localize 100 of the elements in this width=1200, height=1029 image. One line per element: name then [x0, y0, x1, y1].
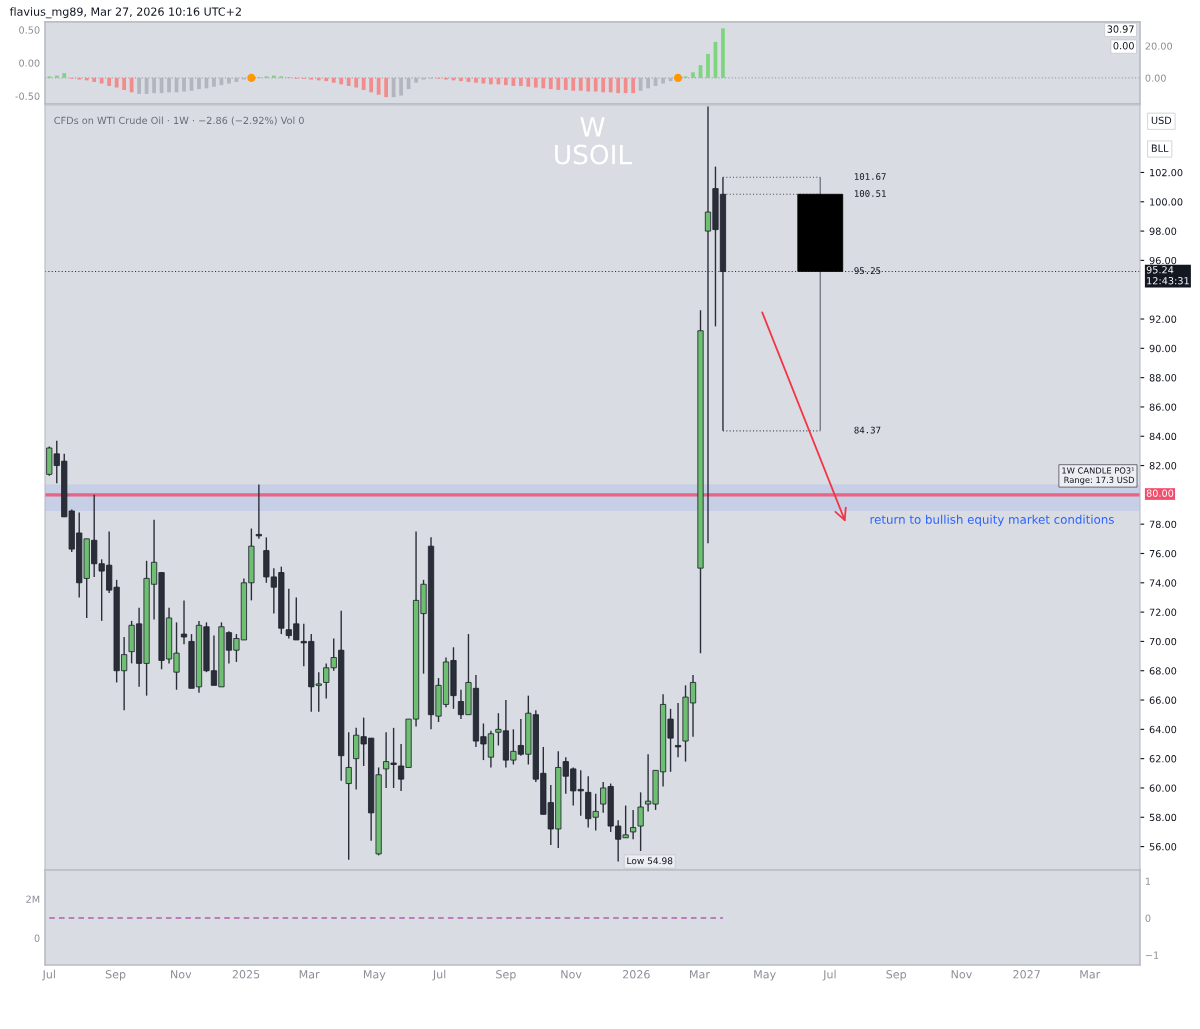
- x-tick-label: Jul: [42, 969, 55, 981]
- y-tick-label: 90.00: [1149, 344, 1177, 353]
- annotation: 30.97: [1107, 25, 1134, 33]
- y-tick-label: 72.00: [1149, 608, 1177, 616]
- x-tick-label: May: [363, 970, 386, 981]
- bar: [62, 73, 67, 78]
- bar: [631, 77, 636, 94]
- bar: [331, 77, 336, 83]
- bar: [504, 77, 508, 86]
- candlestick: [255, 483, 262, 540]
- y-tick-label: 76.00: [1149, 549, 1177, 558]
- bar: [661, 77, 665, 84]
- bar: [197, 77, 201, 90]
- text: 95.25: [854, 267, 881, 275]
- bar: [212, 77, 216, 87]
- bar: [571, 77, 576, 91]
- bar: [384, 77, 388, 98]
- candlestick: [674, 702, 682, 758]
- y-tick-label: 0: [34, 934, 40, 942]
- bar: [99, 77, 104, 84]
- x-tick-label: Sep: [496, 970, 516, 981]
- x-tick-label: 2025: [232, 970, 260, 979]
- bar: [601, 77, 606, 93]
- y-tick-label: 74.00: [1149, 579, 1177, 587]
- y-tick-label: 86.00: [1149, 403, 1177, 411]
- bar: [518, 77, 523, 86]
- bar: [361, 77, 366, 90]
- text: BLL: [1151, 144, 1169, 152]
- y-tick-label: 102.00: [1150, 168, 1183, 177]
- bar: [346, 77, 351, 86]
- ref-line-label: 80.00: [1146, 489, 1174, 497]
- bar: [399, 77, 403, 96]
- y-tick-label: 68.00: [1149, 667, 1177, 675]
- bar: [92, 77, 97, 82]
- bar: [414, 77, 418, 83]
- y-tick-label: 70.00: [1149, 637, 1177, 646]
- y-tick-label: 66.00: [1149, 696, 1177, 704]
- y-tick-label: 2M: [26, 895, 40, 903]
- x-tick-label: Mar: [299, 970, 320, 979]
- y-tick-label: 98.00: [1149, 227, 1177, 235]
- candlestick: [180, 599, 188, 646]
- x-tick-label: Jul: [432, 969, 446, 981]
- bar: [511, 77, 516, 86]
- y-tick-label: 64.00: [1149, 725, 1177, 734]
- bar: [227, 77, 231, 84]
- x-tick-label: Mar: [690, 970, 710, 979]
- bar: [114, 77, 119, 88]
- y2-tick-label: −1: [1145, 951, 1159, 959]
- bar: [616, 77, 621, 94]
- bar: [489, 77, 493, 85]
- y-tick-label: 0.00: [19, 59, 40, 67]
- chart-title: flavius_mg89, Mar 27, 2026 10:16 UTC+2: [9, 7, 241, 19]
- bar: [526, 77, 531, 87]
- y-tick-label: 92.00: [1149, 315, 1177, 323]
- bar: [556, 77, 561, 90]
- y-tick-label: 62.00: [1149, 755, 1177, 763]
- bar: [354, 77, 359, 88]
- x-tick-label: Nov: [171, 970, 192, 979]
- annotation: 0.00: [1113, 42, 1134, 50]
- text: 100.51: [854, 190, 886, 197]
- x-tick-label: 2027: [1013, 970, 1040, 979]
- candlestick: [637, 791, 644, 852]
- y-tick-label: -0.50: [15, 92, 40, 100]
- bar: [137, 77, 141, 94]
- y-tick-label: 100.00: [1150, 198, 1183, 206]
- bar: [646, 77, 650, 89]
- bar: [122, 77, 126, 90]
- x-tick-label: Jul: [822, 969, 836, 981]
- y-tick-label: 0.50: [19, 26, 40, 34]
- bar: [324, 77, 329, 82]
- y-tick-label: 88.00: [1149, 374, 1177, 382]
- x-tick-label: Mar: [1080, 970, 1101, 979]
- text: 84.37: [854, 426, 881, 434]
- bar: [541, 77, 546, 89]
- bar: [182, 77, 186, 92]
- bar: [706, 53, 710, 78]
- y-tick-label: 82.00: [1149, 462, 1177, 470]
- y-tick-label: 84.00: [1149, 432, 1177, 441]
- x-tick-label: May: [754, 970, 776, 981]
- bar: [563, 77, 568, 90]
- annotation: Low 54.98: [627, 857, 673, 865]
- x-tick-label: 2026: [623, 970, 650, 979]
- bar: [107, 77, 112, 86]
- bar: [608, 77, 613, 93]
- x-tick-label: Nov: [951, 970, 972, 979]
- bar: [548, 77, 553, 90]
- y-tick-label: 58.00: [1149, 813, 1177, 822]
- ref-line-label: 95.24 12:43:31: [1146, 266, 1189, 285]
- bar: [578, 77, 583, 91]
- band-label: 1W CANDLE PO3¹ Range: 17.3 USD: [1062, 467, 1135, 485]
- bar: [167, 77, 171, 93]
- annotation: return to bullish equity market conditions: [870, 514, 1114, 527]
- bar: [593, 77, 598, 92]
- y-tick-label: 96.00: [1149, 256, 1177, 265]
- bar: [721, 28, 725, 78]
- bar: [691, 72, 695, 78]
- text: USD: [1151, 116, 1172, 125]
- bar: [376, 77, 381, 95]
- bar: [586, 77, 591, 92]
- bar: [152, 77, 156, 94]
